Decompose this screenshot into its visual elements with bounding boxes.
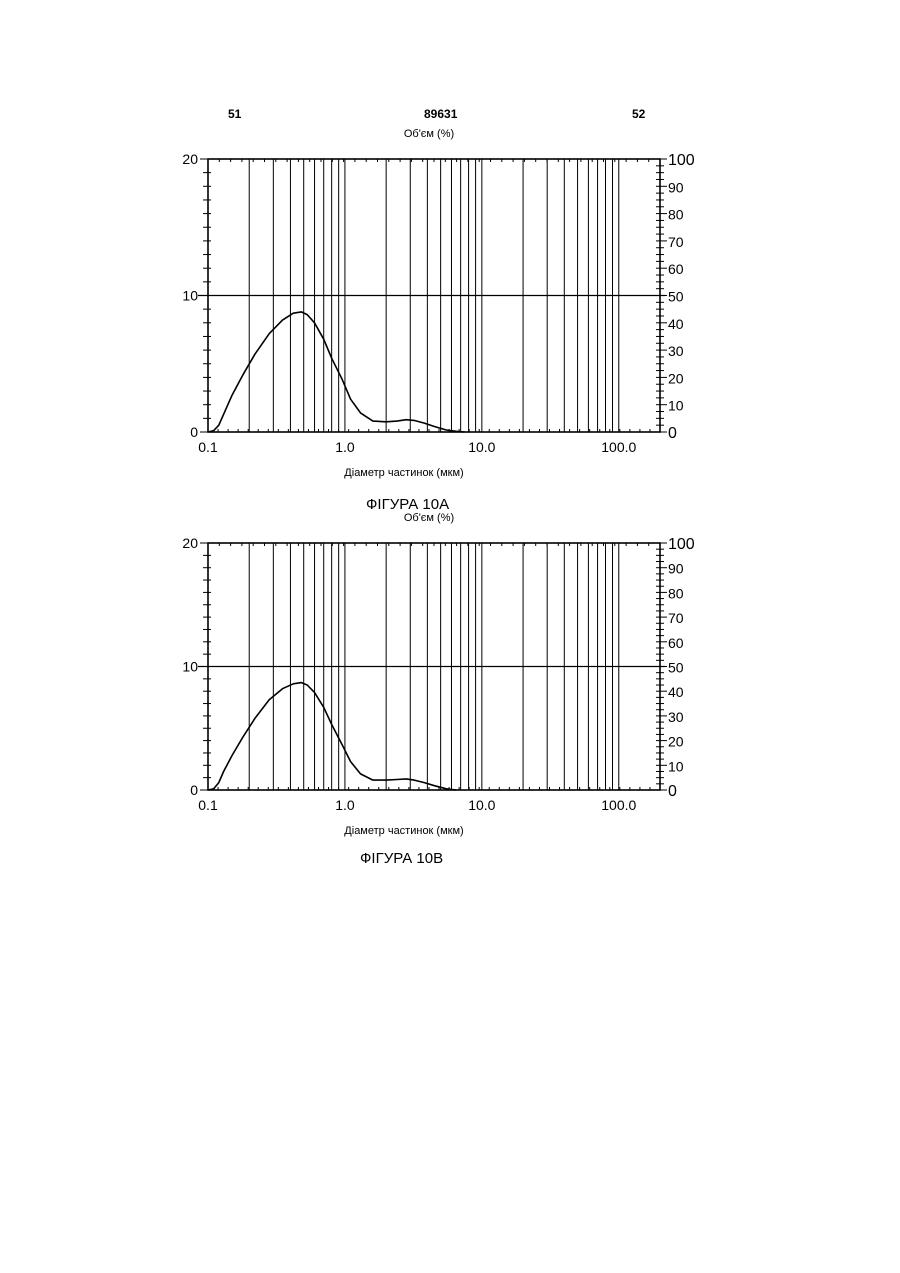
y-right-tick-label: 40 [668,684,684,700]
chart-title: Об'єм (%) [404,128,454,140]
y-left-tick-label: 10 [182,659,198,675]
y-right-tick-label: 60 [668,635,684,651]
patent-number: 89631 [424,107,457,121]
x-tick-label: 1.0 [335,439,355,455]
chart-title: Об'єм (%) [404,512,454,524]
x-tick-label: 100.0 [601,439,636,455]
y-right-tick-label: 90 [668,179,684,195]
y-right-tick-label: 100 [668,536,695,553]
y-right-tick-label: 20 [668,734,684,750]
y-left-tick-label: 0 [190,424,198,440]
y-right-tick-label: 10 [668,398,684,414]
y-right-tick-label: 0 [668,425,677,442]
y-right-tick-label: 50 [668,289,684,305]
y-left-tick-label: 0 [190,782,198,798]
x-axis-label: Діаметр частинок (мкм) [344,467,463,479]
y-right-tick-label: 80 [668,207,684,223]
y-right-tick-label: 30 [668,709,684,725]
y-right-tick-label: 0 [668,783,677,800]
y-right-tick-label: 20 [668,370,684,386]
y-right-tick-label: 70 [668,610,684,626]
y-right-tick-label: 100 [668,152,695,169]
y-right-tick-label: 60 [668,261,684,277]
x-tick-label: 100.0 [601,797,636,813]
y-right-tick-label: 80 [668,585,684,601]
particle-size-chart-10a: Об'єм (%) 0 10 20 0 10 20 30 40 50 60 70 80 90 100 0.1 1… [0,120,900,520]
x-tick-label: 10.0 [468,797,495,813]
y-left-tick-label: 10 [182,288,198,304]
y-left-tick-label: 20 [182,151,198,167]
y-right-tick-label: 50 [668,660,684,676]
x-tick-label: 0.1 [198,797,218,813]
page-number-left: 51 [228,107,241,121]
x-tick-label: 10.0 [468,439,495,455]
x-axis-label: Діаметр частинок (мкм) [344,825,463,837]
particle-size-chart-10b: Об'єм (%) 0 10 20 0 10 20 30 40 50 60 70 80 90 100 0.1 1… [0,505,900,875]
y-right-tick-label: 10 [668,758,684,774]
x-tick-label: 1.0 [335,797,355,813]
y-right-tick-label: 40 [668,316,684,332]
series-line [208,312,465,432]
page-number-right: 52 [632,107,645,121]
x-tick-label: 0.1 [198,439,218,455]
y-right-tick-label: 30 [668,343,684,359]
y-right-tick-label: 70 [668,234,684,250]
y-left-tick-label: 20 [182,535,198,551]
y-right-tick-label: 90 [668,561,684,577]
figure-caption-10b: ФІГУРА 10В [360,850,443,867]
